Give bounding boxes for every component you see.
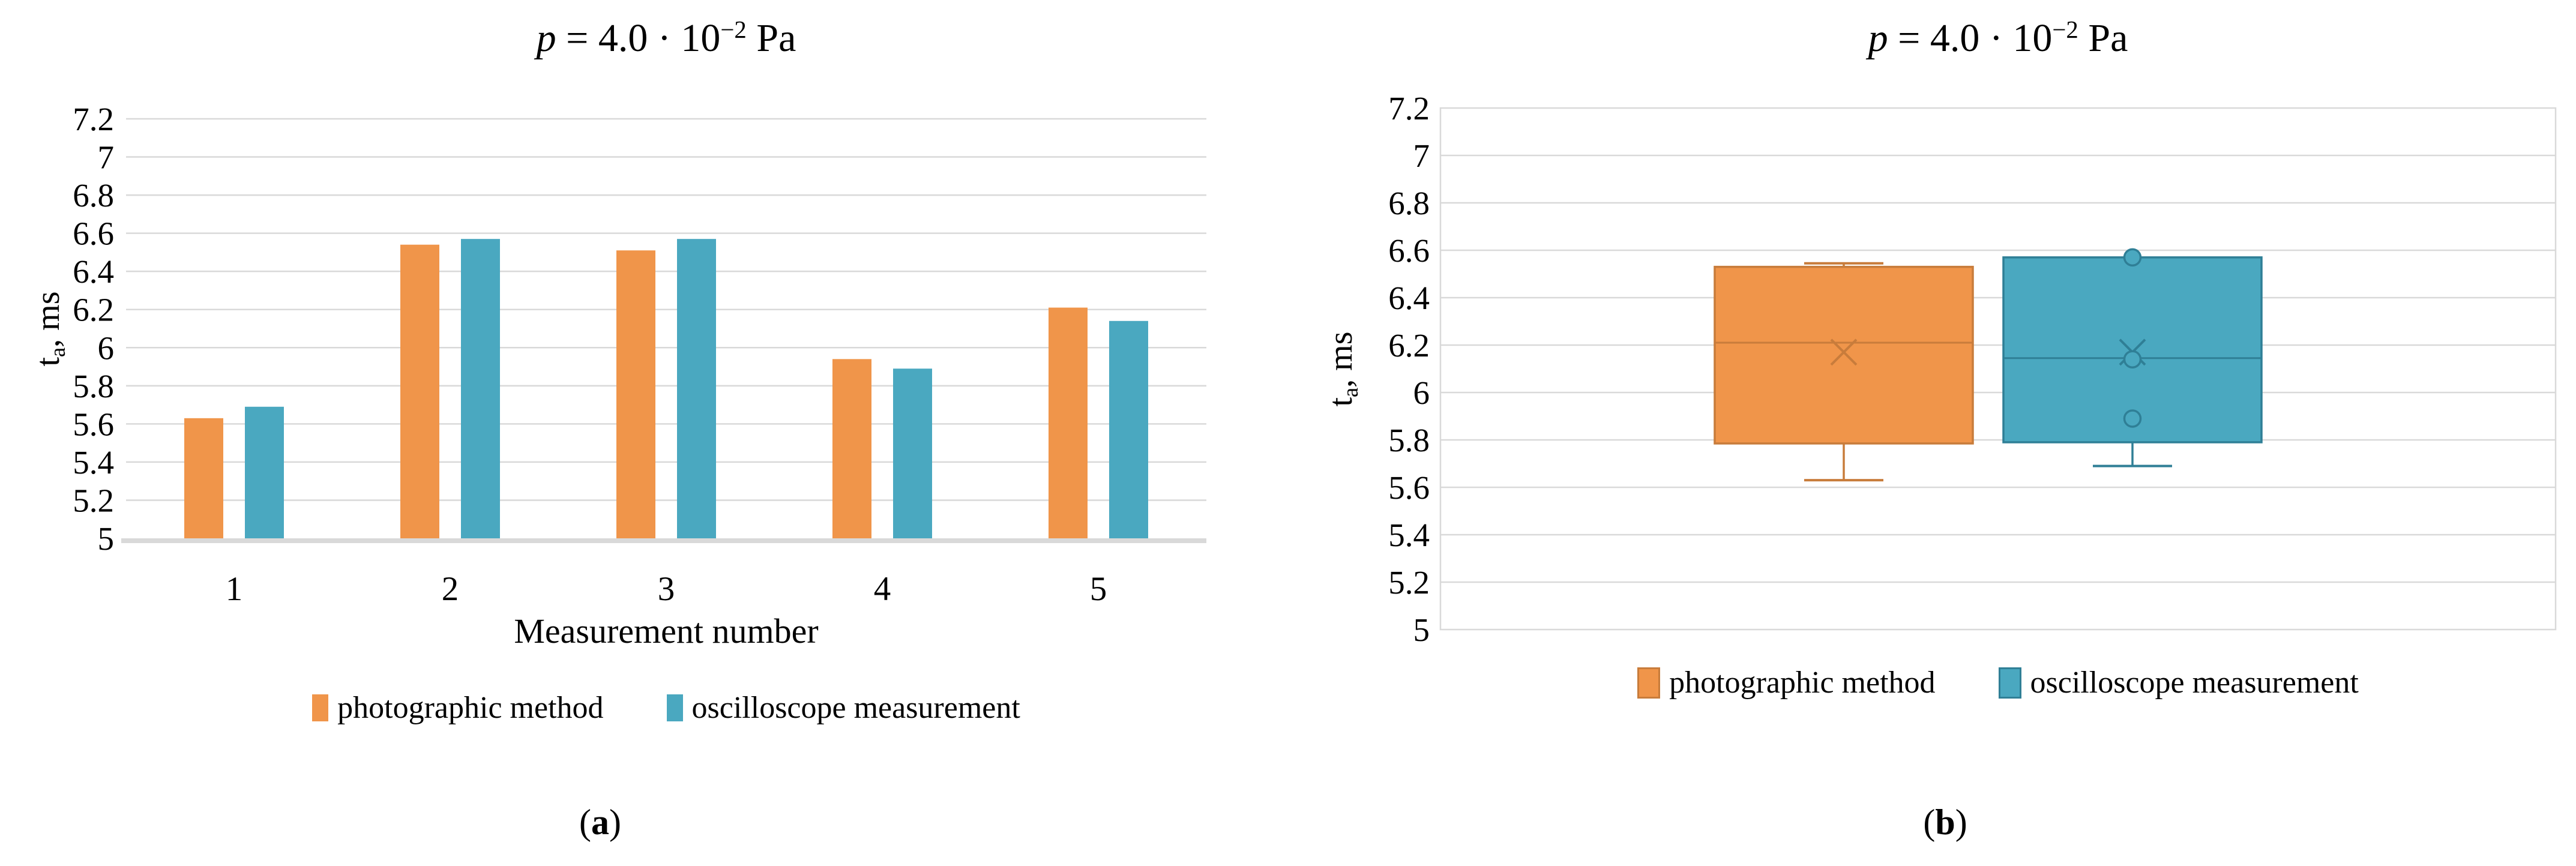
y-tick-label: 7 [98, 139, 115, 176]
caption-paren: ( [579, 802, 591, 842]
y-axis-unit: , ms [1322, 331, 1359, 388]
panel-bar-chart: 5 5.2 5.4 5.6 5.8 6 6.2 6.4 6.6 6.8 7 7.2 1 2 3 4 5 p = … [29, 16, 1206, 843]
caption-letter-b: b [1935, 802, 1955, 842]
chart-title-a: p = 4.0 · 10−2 Pa [126, 16, 1206, 61]
bar-photographic [1049, 307, 1088, 538]
bar-chart-plot: 55.25.45.65.866.26.46.66.877.21 2 3 4 5 [73, 101, 1206, 608]
photographic-swatch [1637, 667, 1661, 699]
y-tick-label: 5.4 [1388, 517, 1430, 553]
y-tick-label: 5.2 [1388, 564, 1430, 601]
y-tick-label: 6.4 [1388, 280, 1430, 316]
data-point [2123, 248, 2142, 267]
legend-a: photographic method oscilloscope measure… [126, 690, 1206, 726]
legend-label: oscilloscope measurement [691, 691, 1020, 725]
bar-oscilloscope [1109, 320, 1148, 538]
caption-a: (a) [579, 802, 621, 843]
x-category-label: 2 [442, 570, 459, 608]
pressure-unit: Pa [746, 16, 796, 60]
panel-box-plot: 5 5.2 5.4 5.6 5.8 6 6.2 6.4 6.6 6.8 7 7.2 p = 4.0 ·… [1288, 0, 2576, 866]
legend-item-oscilloscope: oscilloscope measurement [1998, 665, 2359, 700]
y-tick-label: 6.6 [1388, 232, 1430, 269]
y-axis-title-b: ta, ms [1322, 331, 1363, 407]
data-point [2123, 409, 2142, 428]
y-tick-label: 7.2 [73, 101, 114, 137]
bar-oscilloscope [677, 239, 716, 538]
bar-photographic [184, 418, 223, 538]
y-tick-label: 5.8 [1388, 422, 1430, 459]
y-axis-unit: , ms [29, 291, 67, 347]
y-tick-label: 6.2 [1388, 327, 1430, 364]
y-axis-title-a: ta, ms [29, 291, 70, 367]
caption-letter-a: a [591, 802, 609, 842]
oscilloscope-swatch [666, 694, 683, 721]
y-tick-label: 6.6 [73, 215, 114, 252]
y-tick-label: 5.6 [1388, 469, 1430, 506]
bar-photographic [832, 359, 871, 538]
caption-paren: ) [1955, 802, 1967, 842]
pressure-symbol: p [536, 16, 556, 60]
x-category-label: 3 [658, 570, 675, 608]
y-tick-label: 5.4 [73, 444, 114, 481]
y-tick-label: 6.8 [1388, 185, 1430, 221]
pressure-symbol: p [1868, 16, 1888, 60]
y-tick-label: 5 [1413, 612, 1430, 648]
pressure-value: = 4.0 · 10 [556, 16, 721, 60]
y-tick-label: 5.6 [73, 406, 114, 442]
pressure-unit: Pa [2078, 16, 2128, 60]
legend-label: oscilloscope measurement [2030, 666, 2359, 700]
y-tick-label: 6.8 [73, 177, 114, 214]
bar-oscilloscope [893, 368, 932, 538]
legend-label: photographic method [337, 691, 604, 725]
y-tick-label: 5 [98, 520, 115, 557]
pressure-value: = 4.0 · 10 [1888, 16, 2053, 60]
box-photographic [1714, 265, 1974, 445]
legend-b: photographic method oscilloscope measure… [1440, 665, 2556, 700]
bar-oscilloscope [461, 239, 500, 538]
mean-marker [1830, 338, 1858, 366]
y-tick-label: 6 [1413, 374, 1430, 411]
y-tick-label: 5.8 [73, 368, 114, 404]
pressure-exponent: −2 [720, 16, 747, 43]
y-tick-label: 6.2 [73, 292, 114, 328]
legend-label: photographic method [1669, 666, 1936, 700]
legend-item-oscilloscope: oscilloscope measurement [666, 690, 1020, 726]
y-axis-subscript: a [46, 347, 70, 357]
y-tick-label: 7.2 [1388, 90, 1430, 127]
data-point [2123, 350, 2142, 368]
legend-item-photographic: photographic method [312, 690, 604, 726]
x-category-label: 4 [874, 570, 891, 608]
caption-b: (b) [1923, 802, 1967, 843]
oscilloscope-swatch [1998, 667, 2021, 699]
y-axis-symbol: t [1322, 397, 1359, 407]
y-tick-label: 7 [1413, 137, 1430, 174]
y-tick-label: 5.2 [73, 482, 114, 519]
x-category-label: 1 [226, 570, 243, 608]
y-tick-label: 6 [98, 329, 115, 366]
y-axis-subscript: a [1338, 387, 1363, 397]
y-tick-label: 6.4 [73, 253, 114, 290]
x-category-label: 5 [1090, 570, 1107, 608]
chart-title-b: p = 4.0 · 10−2 Pa [1440, 16, 2556, 61]
photographic-swatch [312, 694, 329, 721]
x-axis-title: Measurement number [514, 612, 819, 651]
plot-border [1439, 107, 2557, 631]
caption-paren: ( [1923, 802, 1936, 842]
bar-oscilloscope [245, 406, 284, 538]
legend-item-photographic: photographic method [1637, 665, 1936, 700]
pressure-exponent: −2 [2052, 16, 2078, 43]
caption-paren: ) [609, 802, 621, 842]
box-plot: 5 5.2 5.4 5.6 5.8 6 6.2 6.4 6.6 6.8 7 7.2 [1388, 90, 2557, 648]
y-axis-symbol: t [29, 356, 67, 367]
bar-photographic [400, 244, 439, 538]
bar-photographic [616, 250, 655, 538]
